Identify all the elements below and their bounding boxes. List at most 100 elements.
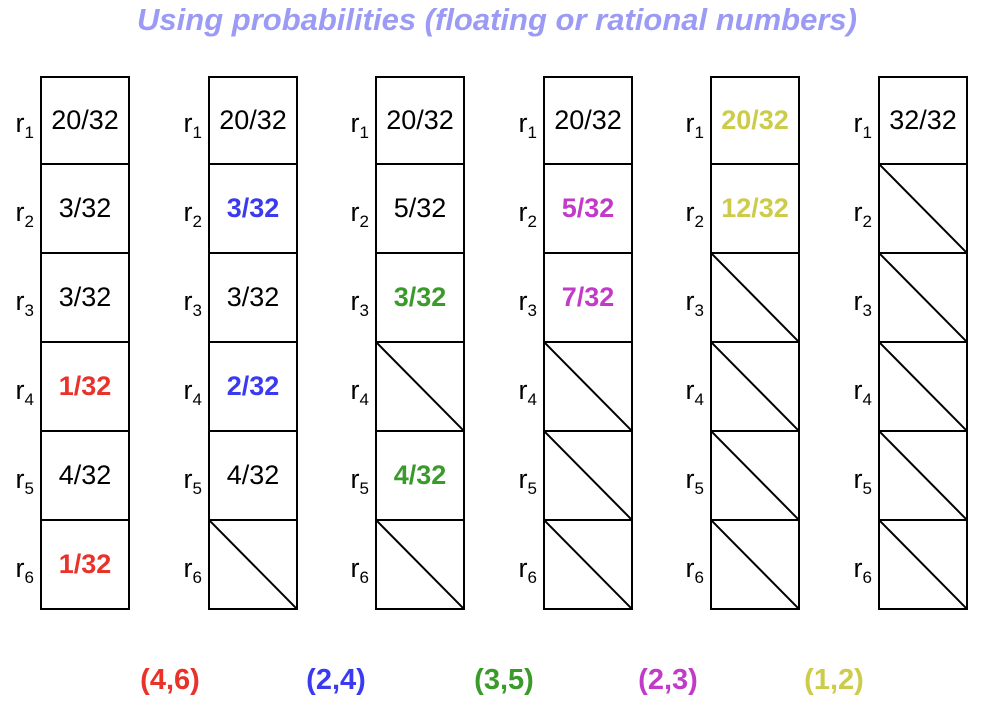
probability-value: 5/32 <box>393 193 447 223</box>
probability-value: 20/32 <box>554 105 622 135</box>
table-row: r2 5/32 <box>503 165 633 254</box>
table-row: r5 <box>503 432 633 521</box>
row-label: r3 <box>15 286 34 320</box>
crossed-cell <box>878 343 968 432</box>
diagonal-strike <box>545 432 631 519</box>
probability-column: r1 32/32 r2 r3 r4 r5 r6 <box>838 76 968 610</box>
probability-cell: 20/32 <box>710 76 800 165</box>
row-label: r1 <box>350 108 369 142</box>
table-row: r5 4/32 <box>168 432 298 521</box>
row-label: r4 <box>183 375 202 409</box>
probability-cell: 4/32 <box>208 432 298 521</box>
probability-value: 3/32 <box>393 282 447 312</box>
row-label: r3 <box>518 286 537 320</box>
diagonal-strike <box>377 343 463 430</box>
probability-value: 5/32 <box>561 193 615 223</box>
crossed-cell <box>375 521 465 610</box>
row-label: r5 <box>350 464 369 498</box>
table-row: r3 3/32 <box>168 254 298 343</box>
probability-value: 12/32 <box>721 193 789 223</box>
probability-value: 32/32 <box>889 105 957 135</box>
row-label: r5 <box>518 464 537 498</box>
probability-cell: 5/32 <box>543 165 633 254</box>
probability-cell: 4/32 <box>375 432 465 521</box>
probability-value: 1/32 <box>58 549 112 579</box>
row-label: r5 <box>183 464 202 498</box>
row-label: r5 <box>15 464 34 498</box>
table-row: r1 32/32 <box>838 76 968 165</box>
merge-pair-label: (1,2) <box>804 664 864 696</box>
probability-value: 3/32 <box>58 282 112 312</box>
table-row: r4 1/32 <box>0 343 130 432</box>
diagonal-strike <box>880 343 966 430</box>
row-label: r2 <box>183 197 202 231</box>
crossed-cell <box>878 521 968 610</box>
table-row: r3 <box>838 254 968 343</box>
probability-value: 3/32 <box>226 193 280 223</box>
probability-cell: 12/32 <box>710 165 800 254</box>
probability-cell: 20/32 <box>208 76 298 165</box>
row-label: r2 <box>685 197 704 231</box>
probability-value: 2/32 <box>226 371 280 401</box>
table-row: r1 20/32 <box>168 76 298 165</box>
probability-cell: 7/32 <box>543 254 633 343</box>
diagram-title: Using probabilities (floating or rationa… <box>137 2 857 37</box>
table-row: r6 <box>670 521 800 610</box>
probability-cell: 20/32 <box>543 76 633 165</box>
diagonal-strike <box>545 343 631 430</box>
probability-cell: 3/32 <box>208 165 298 254</box>
row-label: r4 <box>15 375 34 409</box>
diagonal-strike <box>712 254 798 341</box>
table-row: r1 20/32 <box>335 76 465 165</box>
table-row: r3 7/32 <box>503 254 633 343</box>
probability-column: r1 20/32 r2 3/32 r3 3/32 r4 2/32 r5 4/32 r6 <box>168 76 298 610</box>
crossed-cell <box>710 521 800 610</box>
table-row: r1 20/32 <box>0 76 130 165</box>
probability-value: 20/32 <box>51 105 119 135</box>
row-label: r6 <box>350 553 369 587</box>
probability-cell: 3/32 <box>40 165 130 254</box>
row-label: r5 <box>853 464 872 498</box>
row-label: r4 <box>853 375 872 409</box>
crossed-cell <box>543 343 633 432</box>
table-row: r4 <box>503 343 633 432</box>
table-row: r3 3/32 <box>0 254 130 343</box>
row-label: r2 <box>15 197 34 231</box>
row-label: r5 <box>685 464 704 498</box>
merge-pair-label: (2,4) <box>306 664 366 696</box>
probability-column: r1 20/32 r2 12/32 r3 r4 r5 r6 <box>670 76 800 610</box>
crossed-cell <box>208 521 298 610</box>
row-label: r6 <box>853 553 872 587</box>
table-row: r1 20/32 <box>670 76 800 165</box>
table-row: r4 <box>670 343 800 432</box>
table-row: r3 <box>670 254 800 343</box>
probability-value: 4/32 <box>393 460 447 490</box>
table-row: r6 <box>838 521 968 610</box>
diagonal-strike <box>210 521 296 608</box>
diagonal-strike <box>377 521 463 608</box>
crossed-cell <box>878 254 968 343</box>
table-row: r5 4/32 <box>0 432 130 521</box>
row-label: r3 <box>183 286 202 320</box>
probability-cell: 1/32 <box>40 343 130 432</box>
row-label: r1 <box>518 108 537 142</box>
probability-cell: 4/32 <box>40 432 130 521</box>
table-row: r2 <box>838 165 968 254</box>
diagonal-strike <box>712 343 798 430</box>
probability-cell: 32/32 <box>878 76 968 165</box>
table-row: r4 <box>838 343 968 432</box>
merge-pair-label: (3,5) <box>474 664 534 696</box>
row-label: r1 <box>183 108 202 142</box>
probability-value: 20/32 <box>219 105 287 135</box>
probability-cell: 5/32 <box>375 165 465 254</box>
merge-pair-label: (2,3) <box>638 664 698 696</box>
row-label: r6 <box>685 553 704 587</box>
row-label: r4 <box>685 375 704 409</box>
crossed-cell <box>878 165 968 254</box>
crossed-cell <box>375 343 465 432</box>
probability-value: 4/32 <box>226 460 280 490</box>
table-row: r4 <box>335 343 465 432</box>
probability-cell: 20/32 <box>40 76 130 165</box>
table-row: r5 <box>670 432 800 521</box>
row-label: r3 <box>350 286 369 320</box>
